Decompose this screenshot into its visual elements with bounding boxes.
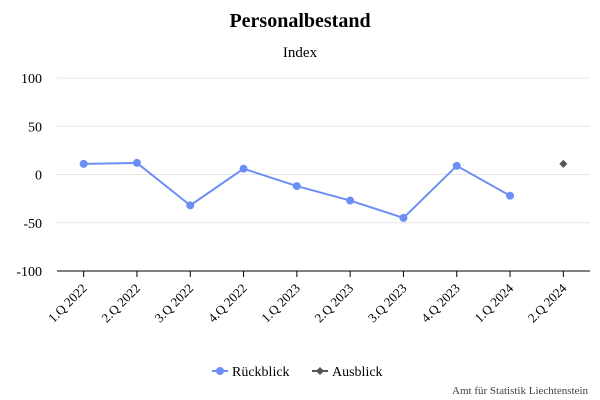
series-line bbox=[83, 161, 511, 219]
series bbox=[79, 158, 568, 222]
legend-label: Ausblick bbox=[332, 365, 383, 380]
data-point bbox=[346, 196, 355, 205]
data-point bbox=[186, 201, 195, 210]
chart-title: Personalbestand bbox=[229, 10, 370, 32]
data-point bbox=[506, 191, 515, 200]
legend-item: Rückblick bbox=[212, 365, 290, 380]
data-point bbox=[452, 161, 461, 170]
x-tick-label: 2.Q 2023 bbox=[311, 281, 356, 326]
x-tick-label: 1.Q 2022 bbox=[45, 281, 90, 326]
x-tick-label: 2.Q 2022 bbox=[98, 281, 143, 326]
x-tick-label: 1.Q 2023 bbox=[258, 281, 303, 326]
y-tick-label: 50 bbox=[28, 120, 42, 135]
legend-marker bbox=[316, 367, 324, 375]
x-tick-label: 3.Q 2023 bbox=[365, 281, 410, 326]
x-tick-label: 3.Q 2022 bbox=[152, 281, 197, 326]
data-point bbox=[559, 159, 568, 168]
legend-label: Rückblick bbox=[232, 365, 290, 380]
credit-text: Amt für Statistik Liechtenstein bbox=[452, 385, 588, 397]
x-tick-label: 2.Q 2024 bbox=[525, 280, 570, 325]
x-tick-label: 1.Q 2024 bbox=[471, 280, 516, 325]
y-tick-label: -50 bbox=[23, 217, 42, 232]
legend-marker bbox=[216, 367, 224, 375]
x-tick-label: 4.Q 2023 bbox=[418, 281, 463, 326]
data-point bbox=[79, 159, 88, 168]
series-0 bbox=[79, 158, 515, 222]
y-axis-ticks: 100 50 0 -50 -100 bbox=[16, 72, 42, 280]
y-tick-label: 100 bbox=[21, 72, 42, 87]
grid bbox=[57, 77, 590, 272]
y-tick-label: -100 bbox=[16, 265, 42, 280]
chart-subtitle: Index bbox=[283, 45, 318, 61]
data-point bbox=[132, 158, 141, 167]
data-point bbox=[292, 182, 301, 191]
x-axis-ticks: 1.Q 2022 2.Q 2022 3.Q 2022 4.Q 2022 1.Q 2023… bbox=[45, 271, 570, 325]
legend: Rückblick Ausblick bbox=[212, 365, 383, 380]
data-point bbox=[399, 213, 408, 222]
data-point bbox=[239, 164, 248, 173]
series-1 bbox=[559, 159, 568, 168]
x-tick-label: 4.Q 2022 bbox=[205, 281, 250, 326]
y-tick-label: 0 bbox=[35, 169, 42, 184]
legend-item: Ausblick bbox=[312, 365, 383, 380]
